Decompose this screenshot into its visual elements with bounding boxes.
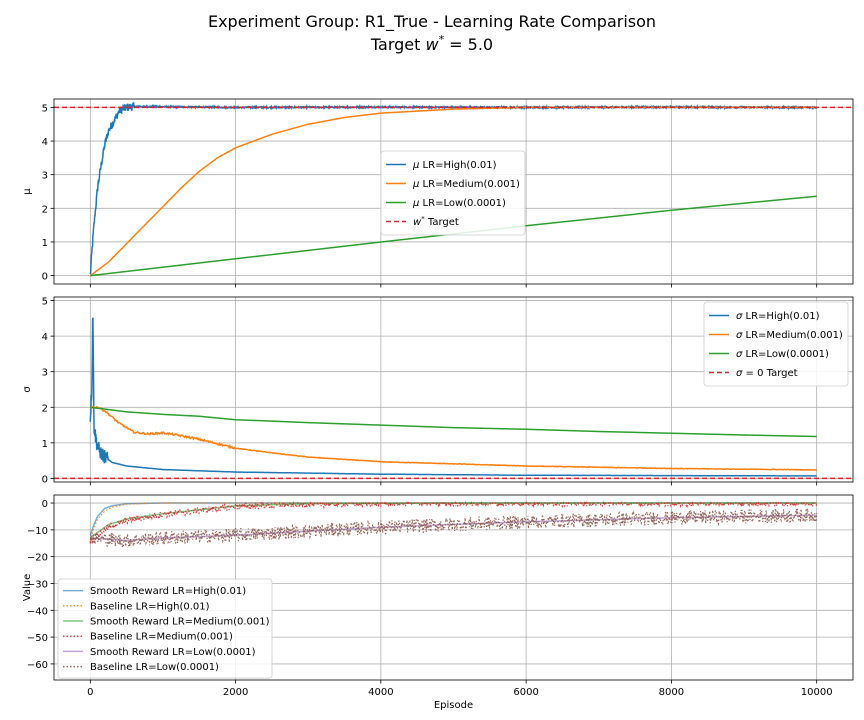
legend-label-symbol: σ xyxy=(736,311,743,322)
y-tick-label: −30 xyxy=(27,579,48,590)
legend-label-symbol: μ xyxy=(412,160,419,171)
figure-title-line2-prefix: Target xyxy=(370,35,426,54)
y-tick-label: −60 xyxy=(27,660,48,671)
series-line-sigma-1 xyxy=(90,405,818,471)
y-tick-label: 0 xyxy=(42,474,48,485)
legend-label-sup: * xyxy=(421,215,425,223)
legend-label: μ LR=Medium(0.001) xyxy=(412,179,520,190)
legend-label-rest: LR=High(0.01) xyxy=(419,160,496,171)
y-tick-label: −20 xyxy=(27,553,48,564)
legend-label-symbol: μ xyxy=(412,179,419,190)
legend-label-rest: LR=High(0.01) xyxy=(742,311,819,322)
y-tick-label: 2 xyxy=(42,403,48,414)
x-tick-label: 8000 xyxy=(659,687,684,698)
legend-label: Baseline LR=Medium(0.001) xyxy=(90,632,233,643)
series-line-mu-1 xyxy=(89,106,817,277)
legend-label-symbol: σ xyxy=(736,368,743,379)
panel-reward: 0 −10 −20 −30 −40 −50 −60 0 2000 4000 6000 8000 1000… xyxy=(22,494,854,711)
x-tick-label: 0 xyxy=(87,687,93,698)
y-axis-label: μ xyxy=(22,188,33,195)
y-tick-label: −10 xyxy=(27,526,48,537)
figure-title-line2: Target w* = 5.0 xyxy=(370,33,493,54)
legend-label: σ LR=High(0.01) xyxy=(736,311,820,322)
legend-label-rest: LR=Medium(0.001) xyxy=(419,179,520,190)
legend-label-rest: LR=Medium(0.001) xyxy=(742,330,843,341)
legend-label: Baseline LR=Low(0.0001) xyxy=(90,662,219,673)
axes-frame xyxy=(53,296,854,483)
y-tick-label: 0 xyxy=(42,499,48,510)
legend-box xyxy=(380,150,526,236)
legend-label-symbol: w xyxy=(413,217,422,228)
series-line-reward-5 xyxy=(89,507,818,548)
series-line-reward-3 xyxy=(89,500,818,544)
legend-label-symbol: σ xyxy=(736,330,743,341)
figure-title-line1: Experiment Group: R1_True - Learning Rat… xyxy=(208,12,656,32)
y-tick-label: 1 xyxy=(42,439,48,450)
legend-label: σ LR=Medium(0.001) xyxy=(736,330,843,341)
x-axis-label: Episode xyxy=(434,700,473,711)
figure-title-line2-suffix: = 5.0 xyxy=(444,35,493,54)
legend-label-rest: LR=Low(0.0001) xyxy=(419,198,506,209)
legend-label: Smooth Reward LR=High(0.01) xyxy=(90,586,246,597)
y-tick-label: −40 xyxy=(27,606,48,617)
legend-label: σ = 0 Target xyxy=(736,368,798,379)
x-tick-label: 4000 xyxy=(368,687,393,698)
axes-frame xyxy=(53,494,854,681)
y-tick-label: −50 xyxy=(27,633,48,644)
legend-label-symbol: σ xyxy=(736,349,743,360)
x-tick-label: 2000 xyxy=(223,687,248,698)
legend-box xyxy=(703,301,849,387)
legend-box xyxy=(57,578,273,679)
figure-title-line2-math: w xyxy=(425,35,439,54)
legend-label: μ LR=High(0.01) xyxy=(412,160,497,171)
y-tick-label: 2 xyxy=(42,204,48,215)
legend-label-symbol: μ xyxy=(412,198,419,209)
y-tick-label: 3 xyxy=(42,171,48,182)
y-tick-label: 4 xyxy=(42,137,48,148)
series-group xyxy=(54,317,853,480)
y-tick-label: 5 xyxy=(42,297,48,308)
legend-label: Baseline LR=High(0.01) xyxy=(90,601,210,612)
y-axis-label: σ xyxy=(22,386,33,393)
y-tick-label: 1 xyxy=(42,238,48,249)
figure-title-line2-sup: * xyxy=(439,33,445,46)
legend-label-rest: = 0 Target xyxy=(742,368,797,379)
legend-label: σ LR=Low(0.0001) xyxy=(736,349,829,360)
legend-label-rest: Target xyxy=(425,217,459,228)
legend-label: w* Target xyxy=(413,215,459,228)
y-tick-label: 0 xyxy=(42,272,48,283)
legend-label: Smooth Reward LR=Low(0.0001) xyxy=(90,647,256,658)
legend-label-rest: LR=Low(0.0001) xyxy=(742,349,829,360)
series-line-sigma-2 xyxy=(90,406,817,438)
y-tick-label: 5 xyxy=(42,103,48,114)
y-tick-label: 3 xyxy=(42,368,48,379)
series-line-sigma-0 xyxy=(89,317,817,477)
axes-frame xyxy=(53,98,854,285)
y-tick-label: 4 xyxy=(42,332,48,343)
y-axis-label: Value xyxy=(22,574,33,601)
series-group xyxy=(89,500,818,548)
series-line-reward-1 xyxy=(89,502,817,541)
x-tick-label: 10000 xyxy=(801,687,833,698)
series-line-reward-0 xyxy=(89,502,817,536)
legend-label: Smooth Reward LR=Medium(0.001) xyxy=(90,617,270,628)
legend-label: μ LR=Low(0.0001) xyxy=(412,198,506,209)
x-tick-label: 6000 xyxy=(513,687,538,698)
